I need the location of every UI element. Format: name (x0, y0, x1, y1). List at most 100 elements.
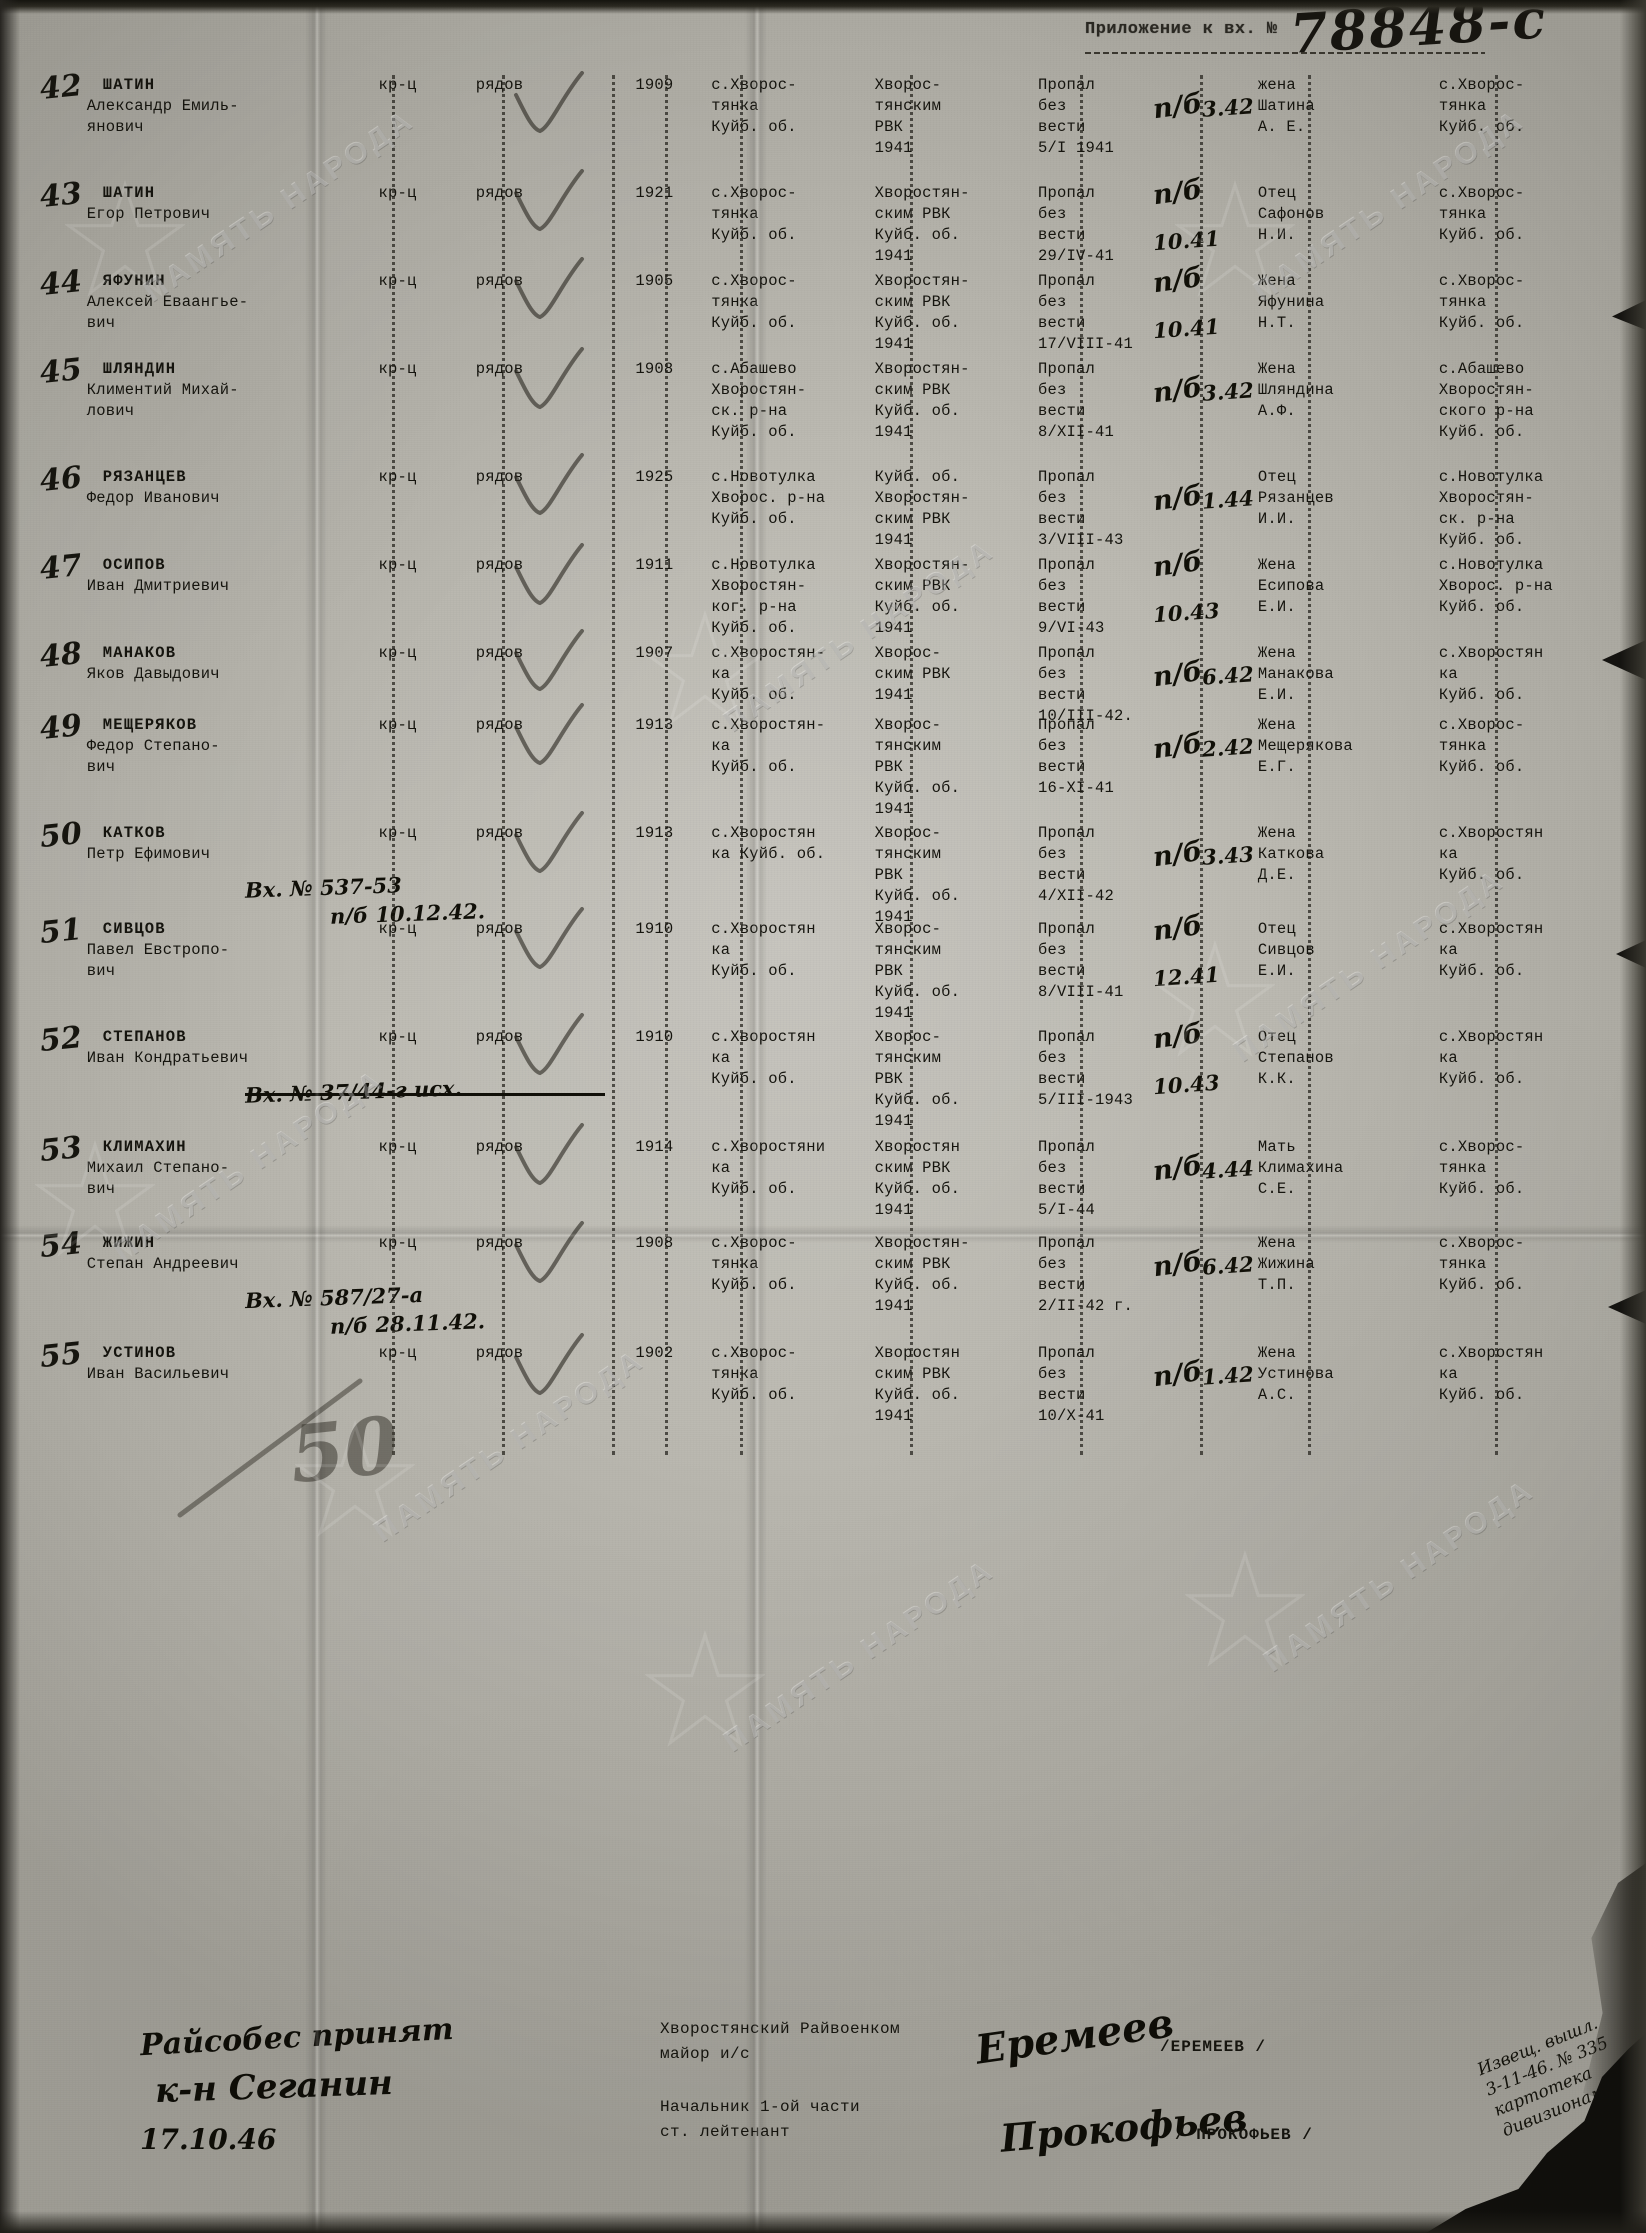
column-separator-8 (1200, 75, 1203, 1455)
table-row: 50 КАТКОВ Петр Ефимович кр-ц рядов 1913 с.Хвор… (38, 815, 1610, 929)
column-separator-3 (612, 75, 615, 1455)
pb-date: 12.41 (1152, 961, 1221, 992)
pb-date: 4.44 (1201, 1155, 1256, 1184)
draft-office-cell: Хворостян- ским РВК Куйб. об. 1941 (874, 184, 970, 265)
pb-mark-cell: п/б4.44 (1151, 1137, 1258, 1188)
birth-year-cell: 1910 (635, 1028, 674, 1046)
soldier-surname: КАТКОВ (102, 824, 166, 842)
pb-mark: п/б (1150, 655, 1205, 694)
draft-office-cell: Хворос- тянским РВК Куйб. об. 1941 (874, 1028, 961, 1130)
relative-address-cell: с.Хворостян ка Куйб. об. (1438, 1344, 1544, 1404)
rank-cell: кр-ц (378, 920, 417, 938)
pb-mark-cell: п/б6.42 (1150, 643, 1258, 694)
soldier-name-cell: СИВЦОВ Павел Евстропо- вич (87, 919, 379, 982)
row-index: 45 (38, 351, 87, 392)
fate-cell: Пропал без вести 2/II-42 г. (1038, 1234, 1134, 1315)
row-index: 50 (38, 815, 87, 856)
pb-date: 1.44 (1201, 485, 1256, 514)
relative-address-cell: с.Хворостян ка Куйб. об. (1438, 1028, 1544, 1088)
row-index-value: 45 (38, 351, 84, 392)
soldier-given-name: Иван Кондратьевич (86, 1049, 249, 1067)
pb-date: 2.42 (1201, 733, 1256, 762)
pb-mark-cell: п/б3.42 (1150, 75, 1258, 126)
birth-year-cell: 1911 (635, 556, 674, 574)
pb-mark: п/б (1150, 909, 1205, 948)
row-index: 54 (38, 1226, 87, 1265)
relative-address-cell: с.Хворос- тянка Куйб. об. (1438, 272, 1525, 332)
soldier-surname: ОСИПОВ (102, 556, 166, 574)
row-index-value: 50 (38, 815, 84, 856)
rank-cell: кр-ц (378, 824, 417, 842)
row-index-value: 43 (38, 175, 84, 216)
pb-date: 6.42 (1201, 661, 1256, 690)
rank-cell: кр-ц (378, 1138, 417, 1156)
table-row: 46 РЯЗАНЦЕВ Федор Иванович кр-ц рядов 1925 с.Н… (38, 460, 1610, 551)
table-row: 53 КЛИМАХИН Михаил Степано- вич кр-ц рядов 19… (38, 1130, 1610, 1221)
pb-mark: п/б (1150, 261, 1205, 300)
table-row: 54 ЖИЖИН Степан Андреевич кр-ц рядов 1908 с.Хв… (38, 1226, 1610, 1339)
soldier-surname: ЖИЖИН (102, 1234, 156, 1252)
birth-year-cell: 1913 (635, 716, 674, 734)
row-index-value: 55 (38, 1335, 84, 1376)
pb-mark: п/б (1150, 87, 1205, 126)
pb-mark-cell: п/б 10.43 (1150, 545, 1258, 628)
pb-mark: п/б (1150, 545, 1205, 584)
pb-mark-cell: п/б 10.43 (1151, 1018, 1258, 1100)
soldier-name-cell: УСТИНОВ Иван Васильевич (87, 1343, 379, 1385)
draft-office-cell: Хворос- тянским РВК Куйб. об. 1941 (874, 920, 961, 1022)
pb-mark: п/б (1150, 727, 1205, 766)
draft-office-cell: Хворостян ским РВК Куйб. об. 1941 (874, 1138, 961, 1219)
draft-office-cell: Хворос- тянским РВК Куйб. об. 1941 (874, 824, 961, 926)
table-row: 43 ШАТИН Егор Петрович кр-ц рядов 1921 с.Хворо… (38, 174, 1610, 267)
position-cell: рядов (475, 1138, 524, 1156)
position-cell: рядов (475, 920, 524, 938)
column-separator-7 (1080, 75, 1083, 1455)
row-index-value: 44 (38, 263, 84, 304)
fate-cell: Пропал без вести 29/IV-41 (1038, 184, 1115, 265)
soldier-surname: РЯЗАНЦЕВ (102, 468, 187, 486)
position-cell: рядов (475, 716, 524, 734)
table-row: 49 МЕЩЕРЯКОВ Федор Степано- вич кр-ц рядов 19… (38, 707, 1610, 820)
table-row: 45 ШЛЯНДИН Климентий Михай- лович кр-ц рядов… (38, 351, 1610, 443)
soldier-surname: КЛИМАХИН (102, 1138, 187, 1156)
fate-cell: Пропал без вести 9/VI-43 (1038, 556, 1105, 637)
relative-cell: Отец Степанов К.К. (1257, 1028, 1334, 1088)
pb-date: 3.42 (1201, 93, 1256, 122)
left-signature-date: 17.10.46 (140, 2123, 277, 2156)
pb-mark-cell: п/б 10.41 (1150, 261, 1258, 344)
table-row: 47 ОСИПОВ Иван Дмитриевич кр-ц рядов 1911 с.Но… (38, 545, 1610, 639)
relative-cell: Отец Рязанцев И.И. (1257, 468, 1334, 528)
column-separator-5 (740, 75, 743, 1455)
fate-cell: Пропал без вести 8/XII-41 (1038, 360, 1115, 441)
rank-cell: кр-ц (378, 184, 417, 202)
fate-cell: Пропал без вести 5/I 1941 (1038, 76, 1115, 157)
fate-cell: Пропал без вести 10/III-42. (1038, 644, 1134, 725)
position-cell: рядов (475, 1344, 524, 1362)
position-cell: рядов (475, 360, 524, 378)
soldier-name-cell: КЛИМАХИН Михаил Степано- вич (87, 1137, 379, 1200)
official-2-title: Начальник 1-ой части ст. лейтенант (660, 2098, 861, 2141)
soldier-surname: УСТИНОВ (102, 1344, 177, 1362)
row-index-value: 52 (38, 1019, 84, 1060)
row-index: 43 (38, 175, 87, 216)
left-signature-name: к-н Сеганин (154, 2062, 394, 2112)
soldier-surname: ШАТИН (102, 76, 156, 94)
relative-cell: Жена Мещерякова Е.Г. (1257, 716, 1353, 776)
pb-mark-cell: п/б6.42 (1151, 1233, 1258, 1284)
pb-mark: п/б (1150, 1355, 1205, 1394)
fate-cell: Пропал без вести 8/VIII-41 (1038, 920, 1124, 1001)
relative-address-cell: с.Хворостян ка Куйб. об. (1438, 824, 1544, 884)
draft-office-cell: Хворостян ским РВК Куйб. об. 1941 (874, 1344, 961, 1425)
rank-cell: кр-ц (378, 1028, 417, 1046)
rank-cell: кр-ц (378, 1344, 417, 1362)
fate-cell: Пропал без вести 10/X-41 (1038, 1344, 1105, 1425)
row-index: 52 (38, 1019, 87, 1060)
official-1-name: /ЕРЕМЕЕВ / (1160, 2038, 1267, 2056)
pb-mark-cell: п/б1.42 (1150, 1343, 1258, 1394)
column-separator-9 (1308, 75, 1311, 1455)
birth-year-cell: 1913 (635, 824, 674, 842)
row-index-value: 49 (38, 707, 84, 748)
birthplace-cell: с.Новотулка Хворостян- ког. р-на Куйб. о… (711, 556, 816, 637)
soldier-surname: МЕЩЕРЯКОВ (102, 716, 198, 734)
